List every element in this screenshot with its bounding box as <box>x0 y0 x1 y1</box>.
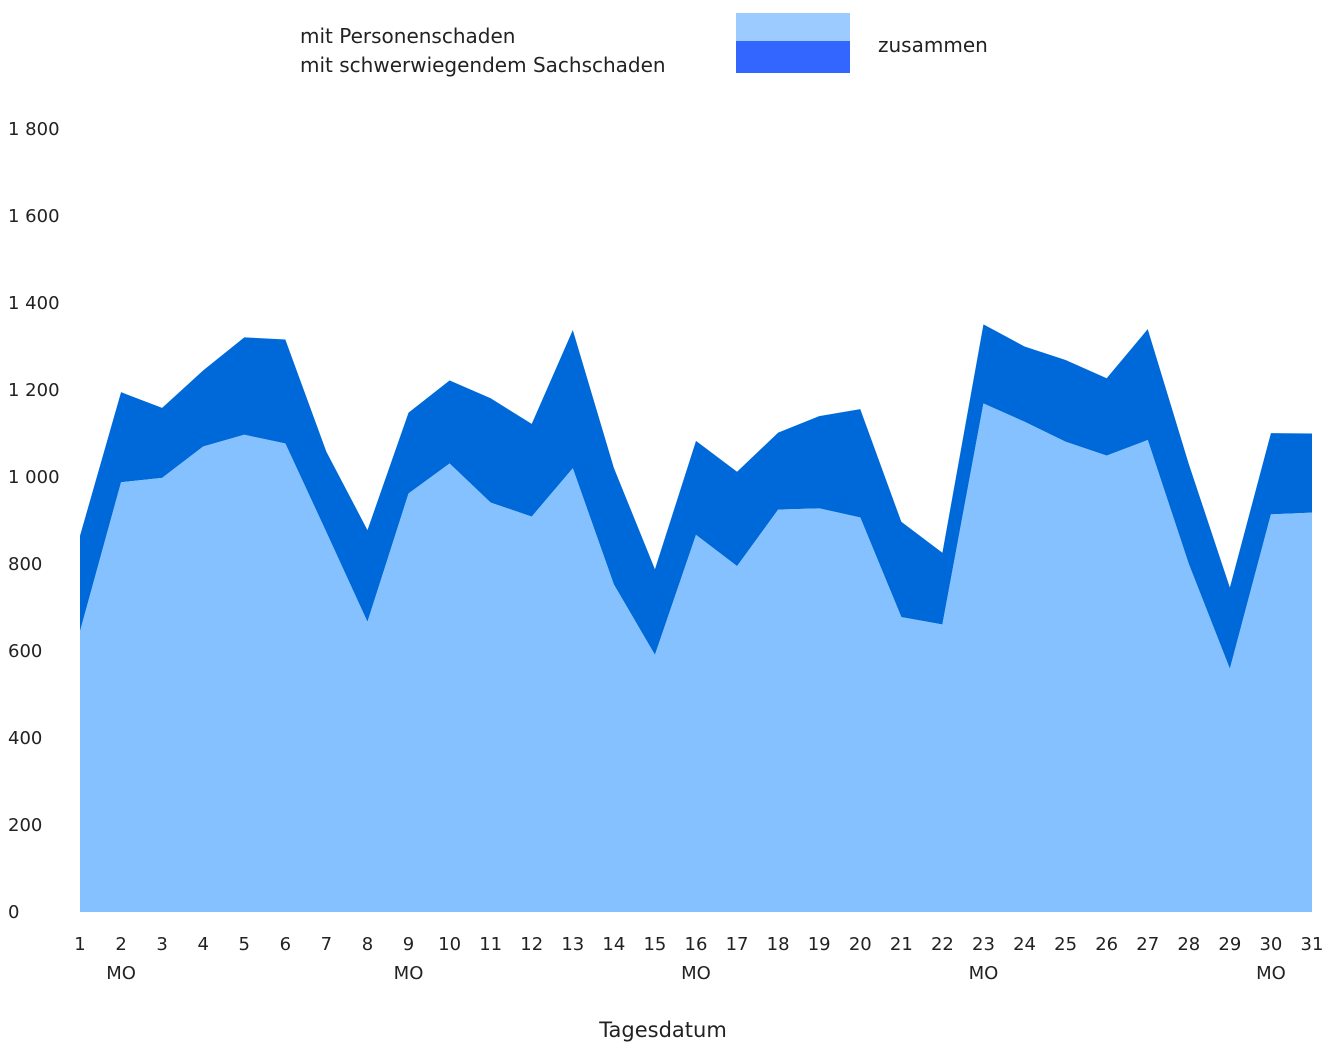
plot-areas <box>80 324 1312 912</box>
x-axis-ticks: 1 2 3 4 5 6 7 8 9 10 11 12 13 14 15 16 17 18 19 20 21 22 23 24 2… <box>74 934 1323 984</box>
x-axis-title: Tagesdatum <box>599 1018 727 1042</box>
x-tick-label: 19 <box>808 934 831 955</box>
weekday-label: MO <box>1256 963 1286 984</box>
x-tick-label: 15 <box>643 934 666 955</box>
x-tick-label: 23 <box>972 934 995 955</box>
x-tick-label: 26 <box>1095 934 1118 955</box>
legend-label-zusammen: zusammen <box>878 33 988 57</box>
x-tick-label: 18 <box>767 934 790 955</box>
x-tick-label: 11 <box>479 934 502 955</box>
legend-label-personenschaden: mit Personenschaden <box>300 24 516 48</box>
y-tick-label: 1 400 <box>8 293 60 314</box>
weekday-label: MO <box>969 963 999 984</box>
area-series-sachschaden <box>80 324 1312 669</box>
x-tick-label: 16 <box>685 934 708 955</box>
x-tick-label: 5 <box>239 934 250 955</box>
x-tick-label: 31 <box>1301 934 1324 955</box>
legend-swatch-personenschaden <box>736 13 850 41</box>
y-tick-label: 1 800 <box>8 119 60 140</box>
x-tick-label: 7 <box>321 934 332 955</box>
x-tick-label: 10 <box>438 934 461 955</box>
y-axis-ticks: 0 200 400 600 800 1 000 1 200 1 400 1 600 1 800 <box>8 119 60 923</box>
x-tick-label: 3 <box>156 934 167 955</box>
y-tick-label: 1 200 <box>8 380 60 401</box>
y-tick-label: 600 <box>8 641 42 662</box>
y-tick-label: 400 <box>8 728 42 749</box>
x-tick-label: 28 <box>1177 934 1200 955</box>
legend-label-sachschaden: mit schwerwiegendem Sachschaden <box>300 53 666 77</box>
area-series-personenschaden <box>80 403 1312 912</box>
x-tick-label: 27 <box>1136 934 1159 955</box>
x-tick-label: 4 <box>197 934 208 955</box>
x-tick-label: 13 <box>561 934 584 955</box>
x-tick-label: 6 <box>280 934 291 955</box>
x-tick-label: 2 <box>115 934 126 955</box>
y-tick-label: 800 <box>8 554 42 575</box>
y-tick-label: 1 600 <box>8 206 60 227</box>
x-tick-label: 1 <box>74 934 85 955</box>
x-tick-label: 21 <box>890 934 913 955</box>
weekday-label: MO <box>681 963 711 984</box>
x-tick-label: 8 <box>362 934 373 955</box>
weekday-label: MO <box>106 963 136 984</box>
y-tick-label: 200 <box>8 815 42 836</box>
x-tick-label: 24 <box>1013 934 1036 955</box>
y-tick-label: 0 <box>8 902 19 923</box>
x-tick-label: 9 <box>403 934 414 955</box>
y-tick-label: 1 000 <box>8 467 60 488</box>
x-tick-label: 12 <box>520 934 543 955</box>
x-tick-label: 20 <box>849 934 872 955</box>
legend-labels: mit Personenschaden mit schwerwiegendem … <box>300 22 666 80</box>
x-tick-label: 25 <box>1054 934 1077 955</box>
weekday-label: MO <box>394 963 424 984</box>
x-tick-label: 29 <box>1218 934 1241 955</box>
x-tick-label: 14 <box>602 934 625 955</box>
x-tick-label: 30 <box>1259 934 1282 955</box>
legend-swatch-sachschaden <box>736 41 850 73</box>
x-tick-label: 17 <box>726 934 749 955</box>
x-tick-label: 22 <box>931 934 954 955</box>
